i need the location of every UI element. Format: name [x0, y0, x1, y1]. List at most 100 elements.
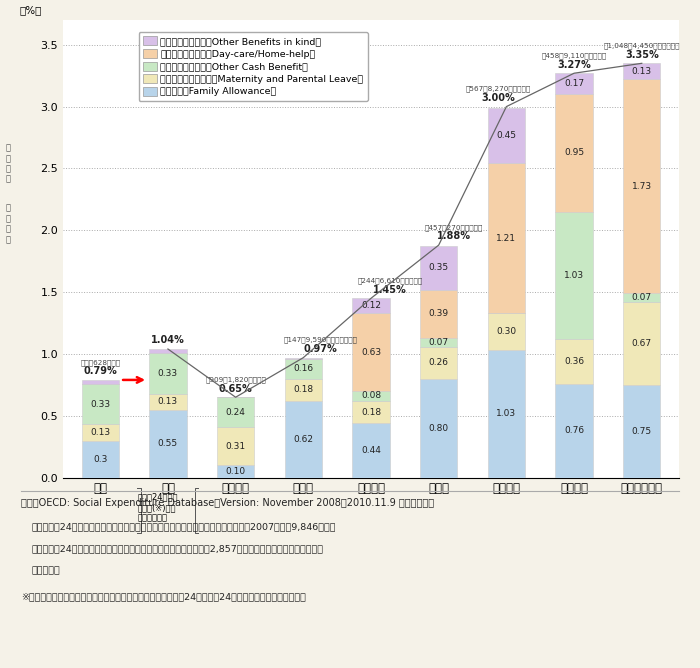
Legend: その他の現物給付（Other Benefits in kind）, 保育・就学前教育（Day-care/Home-help）, その他の現金給付（Other C: その他の現物給付（Other Benefits in kind）, 保育・就学前… [139, 31, 368, 101]
Text: 1.21: 1.21 [496, 234, 517, 243]
Bar [556, 339, 593, 383]
Text: （147億9,590万カナダドル）: （147億9,590万カナダドル） [284, 337, 357, 343]
Bar [556, 73, 593, 94]
Text: を平成24年度予算における「児童手当制度給付費総額」（２兆2,857億円）に単純に置き換えて試算し: を平成24年度予算における「児童手当制度給付費総額」（２兆2,857億円）に単純… [32, 544, 323, 553]
Text: 「平成24年度児
童手当(※)」を
加味した場合: 「平成24年度児 童手当(※)」を 加味した場合 [137, 492, 178, 522]
Text: 0.17: 0.17 [564, 79, 584, 88]
Text: 0.12: 0.12 [361, 301, 381, 310]
Text: 0.55: 0.55 [158, 439, 178, 448]
Bar [623, 63, 660, 79]
Bar [352, 424, 390, 478]
Text: 0.97%: 0.97% [303, 344, 337, 354]
Bar [556, 94, 593, 212]
Text: 3.00%: 3.00% [482, 93, 515, 103]
Text: 注：「平成24年度児童手当を加味した場合」は、家族手当額について、児童手当（2007年度、9,846億円）: 注：「平成24年度児童手当を加味した場合」は、家族手当額について、児童手当（20… [32, 522, 336, 531]
Text: 0.45: 0.45 [496, 131, 517, 140]
Bar [82, 383, 119, 424]
Text: 0.07: 0.07 [631, 293, 652, 302]
Bar [352, 401, 390, 424]
Text: 0.10: 0.10 [225, 467, 246, 476]
Text: 0.24: 0.24 [225, 407, 246, 417]
Text: 0.3: 0.3 [93, 454, 107, 464]
Text: 0.13: 0.13 [90, 428, 111, 437]
Text: 0.30: 0.30 [496, 327, 517, 336]
Bar [217, 397, 254, 427]
Text: 0.36: 0.36 [564, 357, 584, 366]
Bar [149, 393, 186, 409]
Text: 0.33: 0.33 [158, 369, 178, 377]
Bar [285, 357, 322, 359]
Text: （457億270万ユーロ）: （457億270万ユーロ） [424, 224, 483, 231]
Bar [82, 424, 119, 440]
Bar [623, 385, 660, 478]
Bar [488, 164, 525, 313]
Text: 1.03: 1.03 [564, 271, 584, 280]
Text: 0.08: 0.08 [361, 391, 381, 401]
Text: 0.67: 0.67 [631, 339, 652, 348]
Text: 0.16: 0.16 [293, 364, 314, 373]
Bar [623, 79, 660, 293]
Bar [285, 379, 322, 401]
Bar [556, 212, 593, 339]
Text: 1.45%: 1.45% [373, 285, 407, 295]
Text: 0.26: 0.26 [428, 358, 449, 367]
Bar [149, 409, 186, 478]
Text: 0.95: 0.95 [564, 148, 584, 158]
Text: 0.07: 0.07 [428, 338, 449, 347]
Text: 0.13: 0.13 [631, 67, 652, 76]
Text: 0.39: 0.39 [428, 309, 449, 318]
Text: （909億1,820万ドル）: （909億1,820万ドル） [205, 376, 266, 383]
Bar [82, 440, 119, 478]
Bar [352, 313, 390, 391]
Bar [420, 246, 457, 290]
Text: 0.44: 0.44 [361, 446, 381, 455]
Text: 1.04%: 1.04% [151, 335, 185, 345]
Text: （４兆628億円）: （４兆628億円） [80, 359, 120, 365]
Text: 0.76: 0.76 [564, 426, 584, 435]
Text: 0.18: 0.18 [361, 407, 381, 417]
Text: （458億9,110万ポンド）: （458億9,110万ポンド） [542, 52, 607, 59]
Bar [352, 391, 390, 401]
Bar [420, 338, 457, 347]
Text: 0.75: 0.75 [631, 427, 652, 436]
Bar [285, 401, 322, 478]
Bar [623, 293, 660, 302]
Bar [488, 108, 525, 164]
Bar [420, 379, 457, 478]
Bar [352, 299, 390, 313]
Bar [217, 427, 254, 465]
Text: 0.18: 0.18 [293, 385, 314, 394]
Text: （1,048億4,450万クローネ）: （1,048億4,450万クローネ） [603, 43, 680, 49]
Text: 0.62: 0.62 [293, 435, 314, 444]
Text: 現
金
給
付: 現 金 給 付 [6, 204, 11, 244]
Text: 3.27%: 3.27% [557, 59, 591, 69]
Text: たもの: たもの [32, 566, 60, 575]
Bar [149, 349, 186, 353]
Text: ※手当の名称は、「児童手当法の一部を改正する法律」（平成24年法律第24号）による名称としている。: ※手当の名称は、「児童手当法の一部を改正する法律」（平成24年法律第24号）によ… [21, 593, 306, 601]
Text: 0.79%: 0.79% [83, 366, 117, 376]
Text: 0.31: 0.31 [225, 442, 246, 451]
Text: 現
物
給
付: 現 物 給 付 [6, 144, 11, 184]
Bar [420, 290, 457, 338]
Text: （567億8,270万ユーロ）: （567億8,270万ユーロ） [466, 86, 531, 92]
Bar [149, 353, 186, 393]
Text: 1.73: 1.73 [631, 182, 652, 191]
Bar [217, 465, 254, 478]
Text: （%）: （%） [20, 5, 42, 15]
Text: 0.63: 0.63 [361, 347, 381, 357]
Text: 0.65%: 0.65% [218, 383, 253, 393]
Text: 0.33: 0.33 [90, 399, 111, 409]
Bar [285, 359, 322, 379]
Text: 0.13: 0.13 [158, 397, 178, 406]
Bar [623, 302, 660, 385]
Text: 1.03: 1.03 [496, 409, 517, 418]
Bar [556, 383, 593, 478]
Text: 0.80: 0.80 [428, 424, 449, 433]
Text: 資料：OECD: Social Expenditure Database（Version: November 2008）2010.11.9 取得データ等: 資料：OECD: Social Expenditure Database（Ver… [21, 498, 434, 508]
Text: （244億6,610万ユーロ）: （244億6,610万ユーロ） [357, 277, 423, 284]
Bar [488, 350, 525, 478]
Text: 1.88%: 1.88% [437, 231, 470, 241]
Bar [82, 380, 119, 383]
Text: 0.35: 0.35 [428, 263, 449, 273]
Text: 3.35%: 3.35% [625, 49, 659, 59]
